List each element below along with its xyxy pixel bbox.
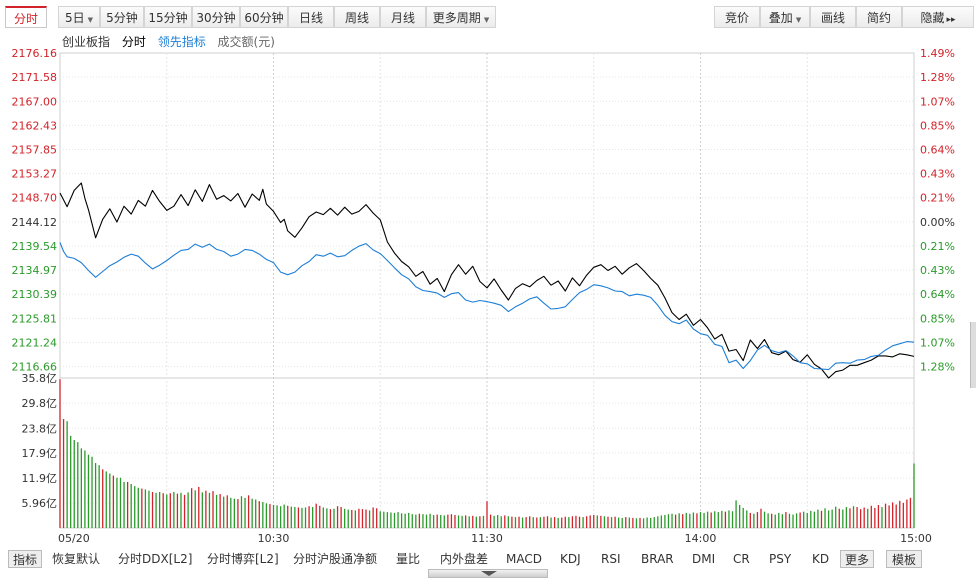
price-tick-label: 2144.12 <box>12 216 58 229</box>
indicator-kd[interactable]: KD <box>812 552 830 566</box>
pct-tick-label: 1.49% <box>920 47 955 60</box>
pct-tick-label: 0.43% <box>920 264 955 277</box>
price-tick-label: 2176.16 <box>12 47 58 60</box>
hide-label: 隐藏 <box>920 11 945 25</box>
price-tick-label: 2153.27 <box>12 168 58 181</box>
pct-tick-label: 1.07% <box>920 336 955 349</box>
scroll-handle[interactable] <box>428 569 548 578</box>
pct-tick-label: 0.00% <box>920 216 955 229</box>
more-indicators-button[interactable]: 更多 <box>840 550 875 568</box>
pct-tick-label: 1.28% <box>920 71 955 84</box>
indicator-dmi[interactable]: DMI <box>692 552 716 566</box>
tab-15min[interactable]: 15分钟 <box>144 6 192 28</box>
chart-legend: 创业板指 分时 领先指标 成交额(元) <box>62 33 283 49</box>
tab-30min[interactable]: 30分钟 <box>192 6 240 28</box>
indicator-inner-outer[interactable]: 内外盘差 <box>440 552 489 566</box>
time-tick-label: 15:00 <box>900 532 932 545</box>
indicator-macd[interactable]: MACD <box>506 552 542 566</box>
pct-tick-label: 0.64% <box>920 144 955 157</box>
time-tick-label: 05/20 <box>58 532 90 545</box>
price-line <box>59 182 915 379</box>
tab-5min[interactable]: 5分钟 <box>100 6 144 28</box>
volume-tick-label: 5.96亿 <box>22 497 58 510</box>
tab-more-periods[interactable]: 更多周期 ▼ <box>426 6 496 28</box>
volume-tick-label: 11.9亿 <box>22 472 58 485</box>
draw-line-button[interactable]: 画线 <box>810 6 856 28</box>
indicator-cr[interactable]: CR <box>733 552 750 566</box>
volume-tick-label: 17.9亿 <box>22 447 58 460</box>
price-tick-label: 2162.43 <box>12 119 58 132</box>
tab-timeshare[interactable]: 分时 <box>5 6 47 28</box>
leading-indicator-line <box>59 242 915 371</box>
pct-tick-label: 0.64% <box>920 288 955 301</box>
tab-more-periods-label: 更多周期 <box>432 11 481 25</box>
period-toolbar: 分时 5日 ▼ 5分钟 15分钟 30分钟 60分钟 日线 周线 月线 更多周期 ▼… <box>0 0 976 34</box>
volume-tick-label: 23.8亿 <box>22 422 58 435</box>
indicator-kdj[interactable]: KDJ <box>560 552 581 566</box>
leading-indicator-label: 领先指标 <box>157 35 206 49</box>
indicator-brar[interactable]: BRAR <box>641 552 674 566</box>
tab-monthly[interactable]: 月线 <box>380 6 426 28</box>
price-lines <box>59 182 915 379</box>
indicator-bar: 指标 恢复默认 分时DDX[L2] 分时博弈[L2] 分时沪股通净额 量比 内外… <box>0 548 976 570</box>
indicator-ddx[interactable]: 分时DDX[L2] <box>118 552 193 566</box>
double-arrow-right-icon: ▸▸ <box>946 15 956 25</box>
pct-tick-label: 0.85% <box>920 119 955 132</box>
pct-tick-label: 0.21% <box>920 192 955 205</box>
chevron-down-icon: ▼ <box>795 16 802 24</box>
timeshare-chart[interactable]: 2176.16 1.49% 2171.58 1.28% 2167.00 1.07% 2162… <box>0 0 976 548</box>
simple-mode-button[interactable]: 简约 <box>856 6 902 28</box>
tab-5day-label: 5日 <box>64 11 85 25</box>
price-tick-label: 2157.85 <box>12 144 58 157</box>
chevron-down-icon: ▼ <box>87 16 94 24</box>
time-tick-label: 10:30 <box>258 532 290 545</box>
indicator-rsi[interactable]: RSI <box>601 552 621 566</box>
price-tick-label: 2134.97 <box>12 264 58 277</box>
price-tick-label: 2121.24 <box>12 336 58 349</box>
pct-tick-label: 0.43% <box>920 168 955 181</box>
chart-grid <box>59 52 915 529</box>
index-name: 创业板指 <box>62 35 111 49</box>
tab-5day[interactable]: 5日 ▼ <box>58 6 100 28</box>
hide-button[interactable]: 隐藏 ▸▸ <box>902 6 974 28</box>
volume-tick-label: 35.8亿 <box>22 372 58 385</box>
pct-tick-label: 0.85% <box>920 312 955 325</box>
price-tick-label: 2167.00 <box>12 95 58 108</box>
template-button[interactable]: 模板 <box>886 550 922 568</box>
volume-bars <box>59 379 915 528</box>
restore-default-button[interactable]: 恢复默认 <box>52 552 101 566</box>
time-tick-label: 14:00 <box>685 532 717 545</box>
price-tick-label: 2139.54 <box>12 240 58 253</box>
indicator-hk-connect[interactable]: 分时沪股通净额 <box>293 552 378 566</box>
chevron-down-icon: ▼ <box>483 16 490 24</box>
tab-60min[interactable]: 60分钟 <box>240 6 288 28</box>
pct-tick-label: 1.07% <box>920 95 955 108</box>
price-tick-label: 2171.58 <box>12 71 58 84</box>
mode-label: 分时 <box>121 35 146 49</box>
indicator-psy[interactable]: PSY <box>769 552 792 566</box>
triangle-down-icon <box>481 571 497 576</box>
indicator-volume-ratio[interactable]: 量比 <box>396 552 421 566</box>
pct-tick-label: 1.28% <box>920 361 955 374</box>
overlay-button[interactable]: 叠加 ▼ <box>760 6 810 28</box>
auction-button[interactable]: 竞价 <box>714 6 760 28</box>
indicator-game[interactable]: 分时博弈[L2] <box>207 552 279 566</box>
tab-weekly[interactable]: 周线 <box>334 6 380 28</box>
indicator-label-button[interactable]: 指标 <box>8 550 43 568</box>
overlay-label: 叠加 <box>768 11 793 25</box>
volume-label: 成交额(元) <box>217 35 275 49</box>
pct-tick-label: 0.21% <box>920 240 955 253</box>
time-tick-label: 11:30 <box>471 532 503 545</box>
side-resize-handle[interactable] <box>970 322 976 388</box>
price-tick-label: 2130.39 <box>12 288 58 301</box>
axis-labels: 2176.16 1.49% 2171.58 1.28% 2167.00 1.07% 2162… <box>12 47 955 545</box>
price-tick-label: 2148.70 <box>12 192 58 205</box>
tab-daily[interactable]: 日线 <box>288 6 334 28</box>
price-tick-label: 2125.81 <box>12 312 58 325</box>
volume-tick-label: 29.8亿 <box>22 397 58 410</box>
price-tick-label: 2116.66 <box>12 361 58 374</box>
